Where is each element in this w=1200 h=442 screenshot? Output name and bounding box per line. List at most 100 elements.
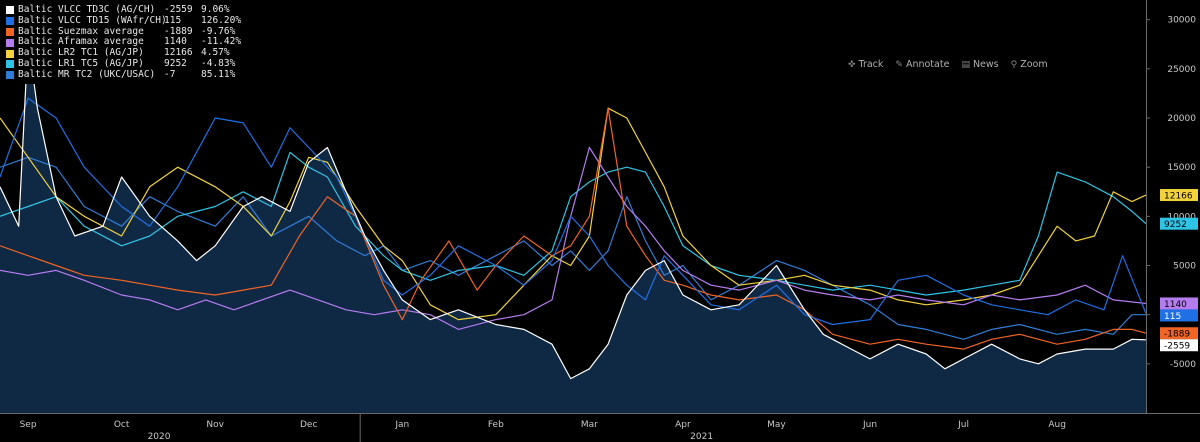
legend-swatch — [6, 17, 14, 26]
legend-series-name: Baltic Suezmax average — [18, 25, 144, 37]
x-tick-label: May — [767, 420, 786, 430]
y-tick-label: 5000 — [1173, 262, 1196, 272]
legend-last-value: -2559 — [164, 4, 193, 15]
x-tick-label: Aug — [1048, 420, 1066, 430]
zoom-label: Zoom — [1020, 59, 1048, 70]
year-label: 2020 — [148, 432, 171, 442]
flag-label: -2559 — [1164, 342, 1190, 352]
flag-label: -1889 — [1164, 330, 1190, 340]
flag-box — [1160, 339, 1198, 352]
legend-series-name: Baltic LR1 TC5 (AG/JP) — [18, 57, 144, 69]
y-axis: -5000050001000015000200002500030000 — [1146, 0, 1196, 413]
flag-box — [1160, 327, 1198, 340]
series-line — [0, 146, 1147, 330]
legend: Baltic VLCC TD3C (AG/CH) -2559 9.06% Bal… — [3, 3, 246, 84]
last-value-flag: -1889 — [1160, 327, 1198, 340]
legend-change: -9.76% — [201, 25, 236, 37]
last-value-flag: -2559 — [1160, 339, 1198, 352]
series-line — [0, 151, 1147, 296]
x-tick-label: Jul — [957, 420, 969, 430]
legend-entry[interactable]: Baltic Aframax average 1140 -11.42% — [6, 37, 241, 48]
y-tick-label: 25000 — [1167, 65, 1196, 75]
legend-entry[interactable]: Baltic MR TC2 (UKC/USAC) -7 85.11% — [6, 68, 241, 81]
legend-change: -11.42% — [201, 36, 242, 48]
series-line — [0, 38, 1147, 380]
last-value-flags: 12166 9252 1140 115 -1889 -2559 — [1160, 189, 1198, 352]
legend-series-name: Baltic Aframax average — [18, 36, 144, 48]
flag-box — [1160, 297, 1198, 310]
news-icon: ▤ — [961, 59, 970, 70]
legend-swatch — [6, 38, 14, 47]
legend-last-value: -7 — [164, 68, 176, 80]
legend-change: -4.83% — [201, 57, 236, 69]
x-tick-label: Dec — [300, 420, 317, 430]
series-line — [0, 107, 1147, 350]
flag-label: 1140 — [1164, 300, 1187, 310]
chart-toolbar: ✜ Track ✎ Annotate ▤ News ⚲ Zoom — [848, 59, 1048, 70]
x-tick-label: Nov — [206, 420, 224, 430]
y-tick-label: 15000 — [1167, 163, 1196, 173]
annotate-button[interactable]: ✎ Annotate — [895, 59, 949, 70]
series-line — [0, 107, 1147, 321]
x-tick-label: Oct — [114, 420, 130, 430]
pencil-icon: ✎ — [895, 59, 903, 70]
news-button[interactable]: ▤ News — [961, 59, 998, 70]
legend-swatch — [6, 27, 14, 36]
flag-box — [1160, 309, 1198, 322]
legend-swatch — [6, 71, 14, 80]
legend-last-value: 12166 — [164, 47, 193, 59]
series-line — [0, 97, 1147, 326]
track-button[interactable]: ✜ Track — [848, 59, 883, 70]
legend-entry[interactable]: Baltic Suezmax average -1889 -9.76% — [6, 25, 241, 38]
news-label: News — [972, 59, 999, 70]
legend-swatch — [6, 60, 14, 69]
legend-change: 85.11% — [201, 68, 236, 80]
zoom-button[interactable]: ⚲ Zoom — [1011, 59, 1048, 70]
y-tick-label: 20000 — [1167, 114, 1196, 124]
legend-series-name: Baltic VLCC TD15 (WAfr/CH) — [18, 14, 167, 26]
x-tick-label: Mar — [581, 420, 598, 430]
last-value-flag: 1140 — [1160, 297, 1198, 310]
legend-entry[interactable]: Baltic LR2 TC1 (AG/JP) 12166 4.57% — [6, 47, 241, 59]
legend-entry[interactable]: Baltic VLCC TD3C (AG/CH) -2559 9.06% — [6, 4, 241, 16]
flag-label: 115 — [1164, 312, 1181, 322]
x-axis: Sep Oct Nov Dec Jan Feb Mar Apr May Jun Jul Aug 2020… — [0, 413, 1200, 442]
last-value-flag: 9252 — [1160, 217, 1198, 230]
series-line — [0, 156, 1146, 340]
legend-series-name: Baltic MR TC2 (UKC/USAC) — [18, 68, 156, 80]
last-value-flag: 115 — [1160, 309, 1198, 322]
legend-series-name: Baltic LR2 TC1 (AG/JP) — [18, 47, 144, 59]
series-area — [0, 39, 1146, 414]
annotate-label: Annotate — [905, 59, 950, 70]
flag-box — [1160, 217, 1198, 230]
plot-area — [0, 38, 1147, 414]
flag-box — [1160, 189, 1198, 202]
legend-last-value: 115 — [164, 14, 182, 26]
flag-label: 12166 — [1164, 192, 1193, 202]
legend-change: 126.20% — [201, 14, 242, 26]
legend-entry[interactable]: Baltic LR1 TC5 (AG/JP) 9252 -4.83% — [6, 57, 241, 70]
y-tick-label: 30000 — [1167, 16, 1196, 26]
crosshair-icon: ✜ — [848, 59, 856, 70]
legend-swatch — [6, 6, 14, 15]
magnifier-icon: ⚲ — [1010, 59, 1018, 70]
x-tick-label: Jan — [394, 420, 409, 430]
legend-last-value: 9252 — [164, 57, 187, 69]
x-tick-label: Jun — [862, 420, 877, 430]
legend-entry[interactable]: Baltic VLCC TD15 (WAfr/CH) 115 126.20% — [6, 14, 242, 27]
last-value-flag: 12166 — [1160, 189, 1198, 202]
legend-change: 9.06% — [201, 4, 230, 15]
year-label: 2021 — [690, 432, 713, 442]
flag-label: 9252 — [1164, 220, 1187, 230]
y-tick-label: -5000 — [1170, 360, 1196, 370]
legend-swatch — [6, 49, 14, 58]
legend-change: 4.57% — [201, 47, 230, 59]
legend-last-value: -1889 — [164, 25, 193, 37]
x-tick-label: Sep — [20, 420, 37, 430]
x-tick-label: Feb — [488, 420, 504, 430]
legend-series-name: Baltic VLCC TD3C (AG/CH) — [18, 4, 156, 15]
x-tick-label: Apr — [675, 420, 691, 430]
legend-last-value: 1140 — [164, 36, 187, 48]
track-label: Track — [858, 59, 884, 70]
